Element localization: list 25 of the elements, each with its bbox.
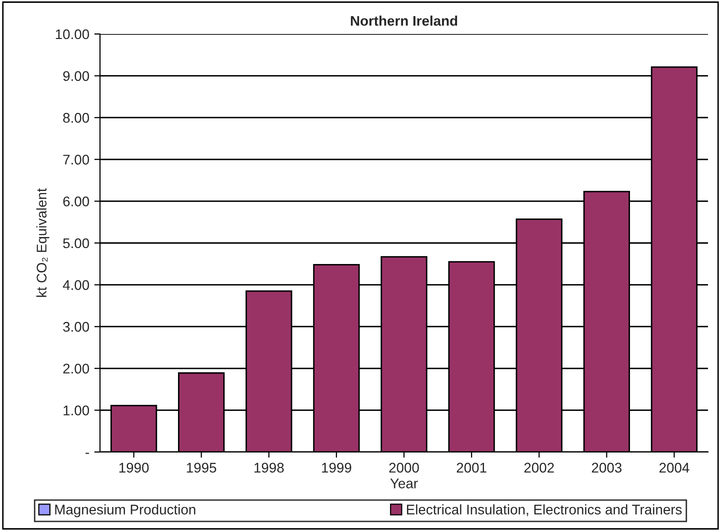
x-tick-label: 1998 (254, 462, 284, 473)
y-tick-label: 2.00 (63, 364, 90, 374)
x-tick-label: 2004 (659, 462, 690, 473)
y-tick-label: 9.00 (63, 71, 90, 81)
y-tick-label: 3.00 (63, 322, 90, 332)
chart-title: Northern Ireland (350, 16, 458, 26)
x-tick-label: 1990 (119, 462, 149, 473)
y-tick-label: 10.00 (56, 29, 90, 40)
x-axis-title: Year (390, 478, 418, 488)
y-tick-label: 1.00 (64, 406, 90, 416)
x-tick-label: 2001 (456, 462, 486, 473)
y-tick-label: - (86, 452, 89, 454)
x-tick-label: 1999 (322, 462, 352, 473)
x-tick-label: 1995 (186, 462, 216, 473)
x-tick-label: 2003 (592, 462, 622, 473)
legend-label: Electrical Insulation, Electronics and Trainers (406, 504, 682, 516)
y-tick-label: 5.00 (63, 238, 90, 248)
y-tick-label: 7.00 (63, 154, 90, 165)
y-tick-label: 8.00 (63, 112, 90, 123)
y-tick-label: 4.00 (62, 280, 90, 290)
y-axis-title: kt CO₂ Equivalent (36, 188, 50, 297)
x-tick-label: 2000 (389, 462, 419, 473)
legend-label: Magnesium Production (55, 504, 196, 518)
y-tick-label: 6.00 (63, 196, 90, 206)
x-tick-label: 2002 (524, 462, 554, 473)
